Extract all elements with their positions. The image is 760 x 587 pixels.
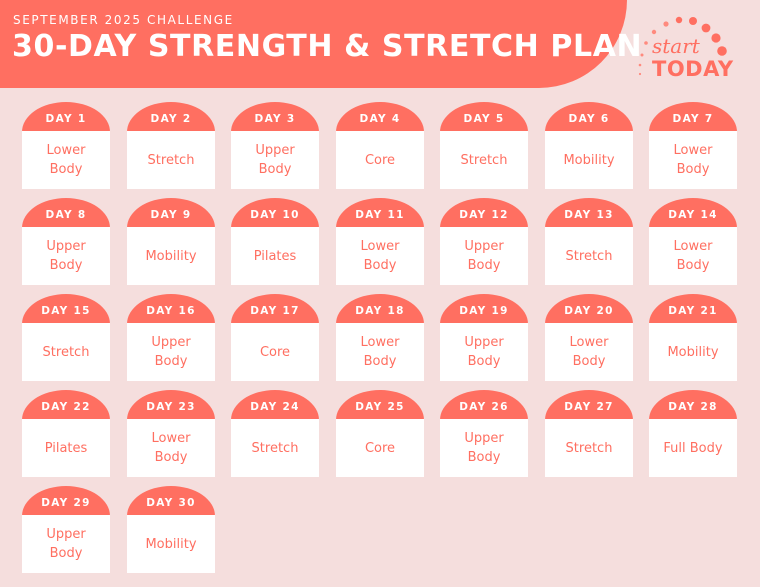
day-activity: Upper Body <box>127 323 215 381</box>
day-activity: Mobility <box>127 227 215 285</box>
day-card: DAY 1 Lower Body <box>22 102 110 189</box>
day-card: DAY 8 Upper Body <box>22 198 110 285</box>
day-card: DAY 24 Stretch <box>231 390 319 477</box>
day-card: DAY 9 Mobility <box>127 198 215 285</box>
day-card: DAY 30 Mobility <box>127 486 215 573</box>
day-card: DAY 13 Stretch <box>545 198 633 285</box>
day-activity: Pilates <box>22 419 110 477</box>
day-card: DAY 3 Upper Body <box>231 102 319 189</box>
day-activity: Stretch <box>231 419 319 477</box>
day-card: DAY 16 Upper Body <box>127 294 215 381</box>
logo-word-start: start <box>652 34 700 58</box>
day-card: DAY 29 Upper Body <box>22 486 110 573</box>
day-activity: Upper Body <box>22 227 110 285</box>
day-card: DAY 4 Core <box>336 102 424 189</box>
day-activity: Stretch <box>22 323 110 381</box>
day-activity: Mobility <box>649 323 737 381</box>
day-card: DAY 7 Lower Body <box>649 102 737 189</box>
day-card: DAY 17 Core <box>231 294 319 381</box>
day-activity: Full Body <box>649 419 737 477</box>
header-banner: SEPTEMBER 2025 CHALLENGE 30-DAY STRENGTH… <box>0 0 642 88</box>
day-card: DAY 10 Pilates <box>231 198 319 285</box>
day-activity: Lower Body <box>649 227 737 285</box>
day-card: DAY 5 Stretch <box>440 102 528 189</box>
day-activity: Lower Body <box>336 323 424 381</box>
day-activity: Lower Body <box>22 131 110 189</box>
day-activity: Upper Body <box>231 131 319 189</box>
day-activity: Stretch <box>545 227 633 285</box>
day-activity: Lower Body <box>336 227 424 285</box>
day-card: DAY 26 Upper Body <box>440 390 528 477</box>
day-activity: Stretch <box>127 131 215 189</box>
day-card: DAY 12 Upper Body <box>440 198 528 285</box>
day-card: DAY 21 Mobility <box>649 294 737 381</box>
day-card: DAY 15 Stretch <box>22 294 110 381</box>
day-activity: Lower Body <box>127 419 215 477</box>
day-activity: Upper Body <box>440 323 528 381</box>
day-activity: Lower Body <box>545 323 633 381</box>
day-activity: Stretch <box>545 419 633 477</box>
day-activity: Core <box>231 323 319 381</box>
challenge-subtitle: SEPTEMBER 2025 CHALLENGE <box>13 13 234 27</box>
day-activity: Mobility <box>545 131 633 189</box>
day-activity: Pilates <box>231 227 319 285</box>
day-activity: Upper Body <box>440 419 528 477</box>
day-card: DAY 27 Stretch <box>545 390 633 477</box>
day-activity: Stretch <box>440 131 528 189</box>
day-activity: Upper Body <box>440 227 528 285</box>
day-card: DAY 25 Core <box>336 390 424 477</box>
day-card: DAY 2 Stretch <box>127 102 215 189</box>
start-today-logo: start TODAY <box>632 14 750 84</box>
day-card: DAY 11 Lower Body <box>336 198 424 285</box>
day-card: DAY 22 Pilates <box>22 390 110 477</box>
day-card: DAY 23 Lower Body <box>127 390 215 477</box>
day-card: DAY 14 Lower Body <box>649 198 737 285</box>
day-activity: Core <box>336 131 424 189</box>
day-label: DAY 14 <box>649 198 737 232</box>
day-card: DAY 28 Full Body <box>649 390 737 477</box>
day-activity: Lower Body <box>649 131 737 189</box>
day-activity: Core <box>336 419 424 477</box>
day-activity: Mobility <box>127 515 215 573</box>
plan-title: 30-DAY STRENGTH & STRETCH PLAN <box>12 29 643 64</box>
day-card: DAY 18 Lower Body <box>336 294 424 381</box>
day-activity: Upper Body <box>22 515 110 573</box>
sunrise-dots-icon <box>638 16 727 76</box>
day-card: DAY 6 Mobility <box>545 102 633 189</box>
day-card: DAY 19 Upper Body <box>440 294 528 381</box>
day-card: DAY 20 Lower Body <box>545 294 633 381</box>
logo-word-today: TODAY <box>652 57 734 81</box>
day-label: DAY 9 <box>127 198 215 232</box>
